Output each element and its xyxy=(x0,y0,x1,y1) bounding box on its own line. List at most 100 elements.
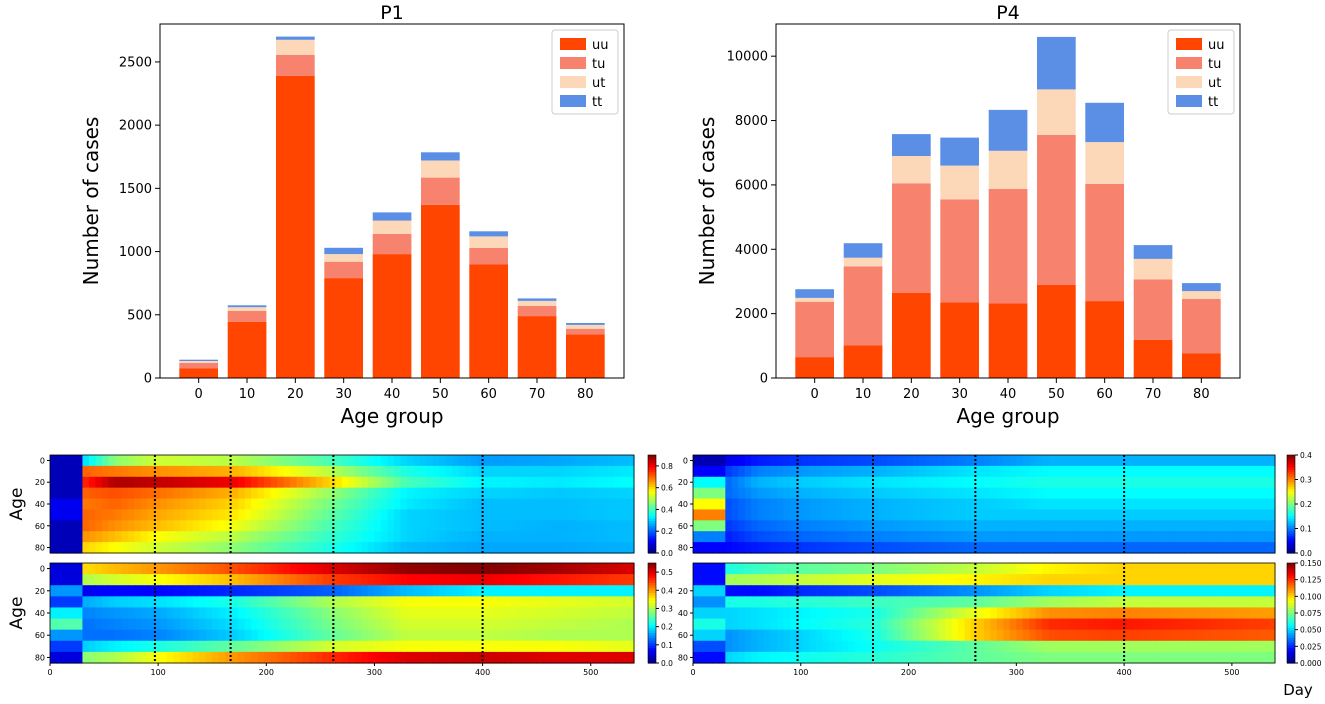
colorbar-segment xyxy=(1287,511,1295,515)
heat-cell xyxy=(601,596,609,609)
heat-cell xyxy=(1029,465,1037,478)
heat-cell xyxy=(270,585,278,597)
heat-cell xyxy=(296,465,304,478)
heat-cell xyxy=(601,607,609,620)
heat-cell xyxy=(1158,629,1166,642)
y-tick-label: 40 xyxy=(35,500,45,509)
heat-cell xyxy=(1139,455,1147,467)
heat-cell xyxy=(108,487,116,500)
heat-cell xyxy=(971,487,979,500)
heat-cell xyxy=(406,596,414,609)
heat-cell xyxy=(874,455,882,467)
heat-cell xyxy=(1171,651,1179,664)
heat-cell xyxy=(257,542,265,554)
heat-cell xyxy=(1016,596,1024,609)
heat-cell xyxy=(783,487,791,500)
heat-cell xyxy=(906,640,914,653)
legend-swatch-tu xyxy=(560,57,586,69)
colorbar-tick-label: 0.125 xyxy=(1300,576,1322,585)
heat-cell xyxy=(925,563,933,575)
heat-cell xyxy=(517,455,525,467)
heat-cell xyxy=(238,487,246,500)
heat-cell xyxy=(1255,455,1263,467)
heat-cell xyxy=(725,520,733,532)
heat-cell xyxy=(283,520,291,532)
heat-cell xyxy=(173,618,181,631)
heat-cell xyxy=(912,509,920,521)
heat-cell xyxy=(1184,455,1192,467)
heat-cell xyxy=(205,476,213,489)
heat-cell xyxy=(290,618,298,631)
heat-cell xyxy=(1139,465,1147,478)
heat-cell xyxy=(1223,629,1231,642)
heat-cell xyxy=(764,520,772,532)
x-tick-label: 50 xyxy=(1048,387,1065,402)
heat-cell xyxy=(1216,455,1224,467)
heat-cell xyxy=(1171,531,1179,543)
heat-cell xyxy=(621,574,629,586)
heat-cell xyxy=(173,455,181,467)
heat-cell xyxy=(88,563,97,575)
heat-cell xyxy=(919,509,927,521)
heat-cell xyxy=(990,542,998,554)
heat-cell xyxy=(335,542,343,554)
heat-cell xyxy=(899,607,907,620)
heat-cell xyxy=(777,651,785,664)
heat-cell xyxy=(1165,520,1173,532)
heat-cell xyxy=(1022,585,1030,597)
heat-cell xyxy=(218,618,226,631)
heat-cell xyxy=(173,487,181,500)
heat-cell xyxy=(50,542,58,554)
heat-cell xyxy=(108,563,116,575)
x-tick-label: 400 xyxy=(475,668,490,677)
heat-cell xyxy=(290,607,298,620)
heat-cell xyxy=(990,487,998,500)
heat-cell xyxy=(867,596,875,609)
heat-cell xyxy=(504,509,512,521)
heat-cell xyxy=(1074,509,1082,521)
heat-cell xyxy=(536,455,544,467)
x-tick-label: 80 xyxy=(1193,387,1210,402)
heat-cell xyxy=(912,476,920,489)
heat-cell xyxy=(543,651,551,664)
heat-cell xyxy=(1184,585,1192,597)
heat-cell xyxy=(445,607,453,620)
heat-cell xyxy=(277,465,285,478)
heat-cell xyxy=(536,640,544,653)
colorbar-segment xyxy=(1287,608,1295,612)
heat-cell xyxy=(887,455,895,467)
heat-cell xyxy=(1126,498,1134,511)
heat-cell xyxy=(1229,531,1237,543)
heat-cell xyxy=(815,607,823,620)
heat-cell xyxy=(342,476,350,489)
bar-uu-20 xyxy=(892,292,931,378)
colorbar-segment xyxy=(1287,518,1295,522)
heat-cell xyxy=(1145,520,1153,532)
heat-cell xyxy=(192,465,200,478)
heat-cell xyxy=(1158,563,1166,575)
heat-cell xyxy=(562,563,570,575)
heat-cell xyxy=(367,651,376,664)
heat-cell xyxy=(958,455,966,467)
colorbar-segment xyxy=(648,474,656,478)
heat-cell xyxy=(1055,531,1063,543)
bar-tu-50 xyxy=(421,177,460,205)
heat-cell xyxy=(400,596,408,609)
heat-cell xyxy=(699,476,707,489)
heat-cell xyxy=(264,585,272,597)
heat-cell xyxy=(153,640,161,653)
bar-uu-40 xyxy=(372,254,412,378)
heat-cell xyxy=(777,563,785,575)
heat-cell xyxy=(1216,563,1224,575)
heat-cell xyxy=(757,476,765,489)
heat-cell xyxy=(56,476,64,489)
bar-uu-80 xyxy=(566,334,605,378)
colorbar-segment xyxy=(648,628,656,632)
heat-cell xyxy=(731,607,739,620)
heat-cell xyxy=(1100,563,1108,575)
heat-cell xyxy=(199,618,207,631)
heat-cell xyxy=(751,509,759,521)
colorbar-segment xyxy=(1287,526,1295,530)
heat-cell xyxy=(426,509,434,521)
heat-cell xyxy=(393,563,401,575)
